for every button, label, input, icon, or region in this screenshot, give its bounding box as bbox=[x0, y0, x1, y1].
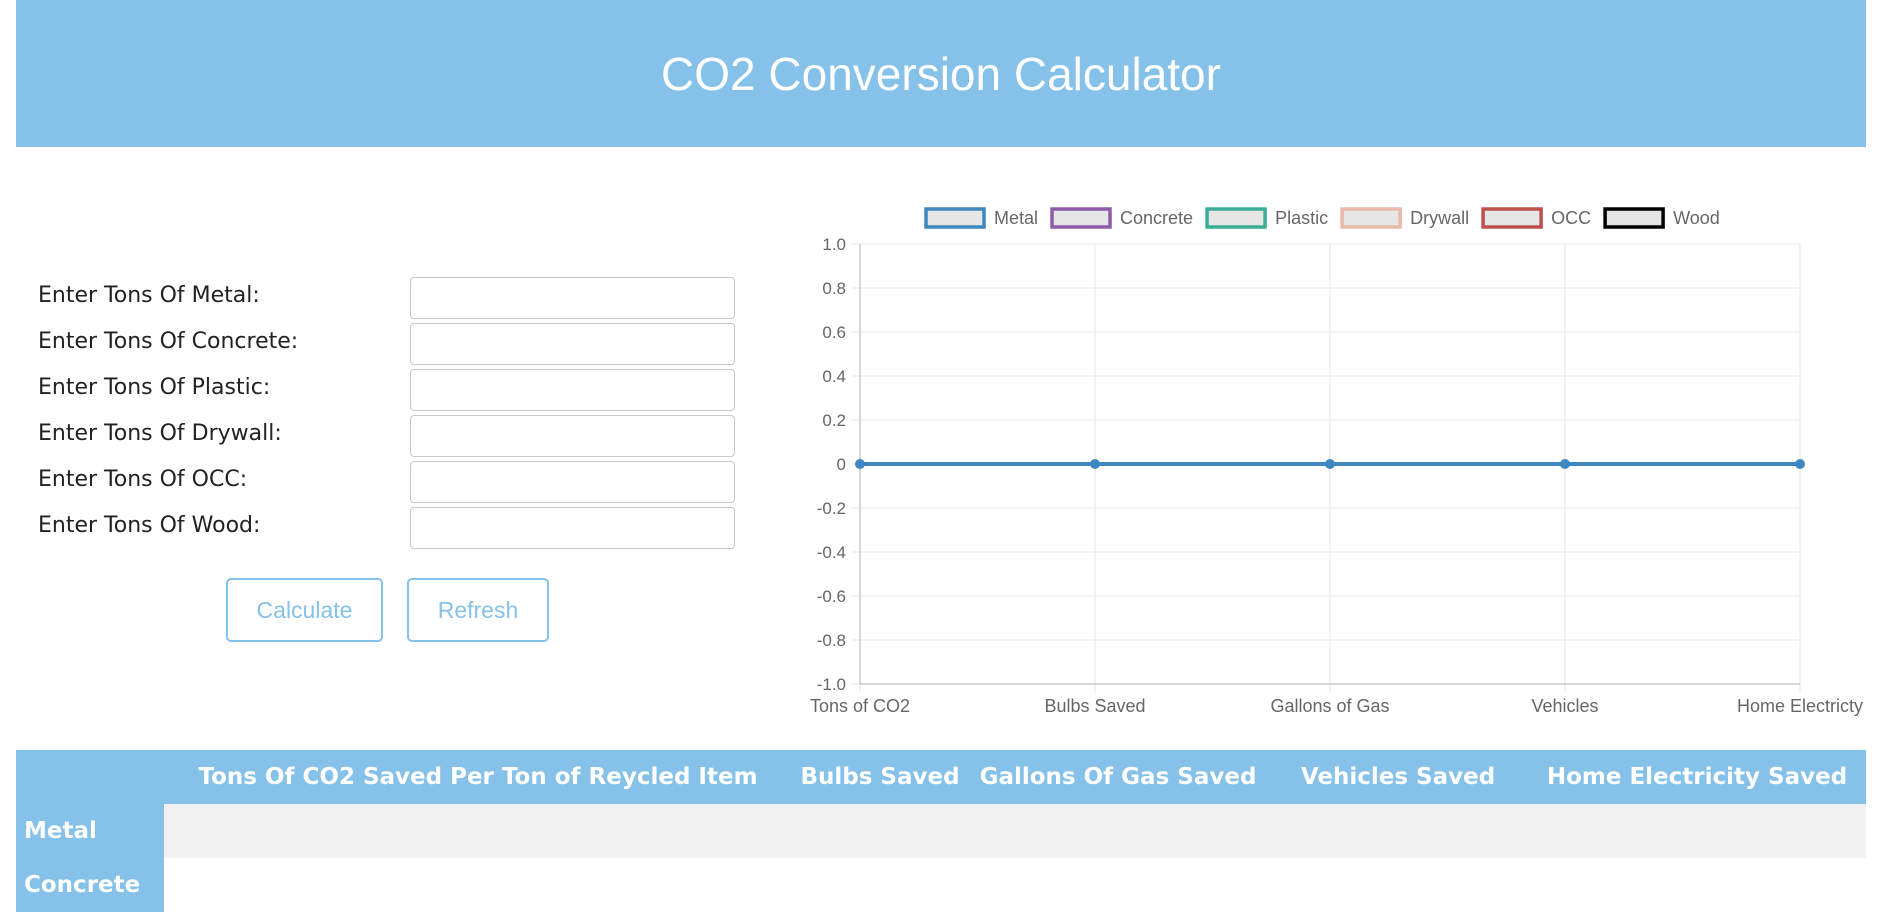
data-point-metal bbox=[1325, 459, 1335, 469]
table-row: Concrete bbox=[16, 858, 1866, 912]
occ-row: Enter Tons Of OCC: bbox=[38, 461, 738, 507]
row-label-metal: Metal bbox=[16, 804, 164, 858]
drywall-input[interactable] bbox=[410, 415, 735, 457]
legend-label-wood: Wood bbox=[1673, 208, 1720, 228]
plastic-label: Enter Tons Of Plastic: bbox=[38, 375, 271, 400]
wood-row: Enter Tons Of Wood: bbox=[38, 507, 738, 553]
legend-label-plastic: Plastic bbox=[1275, 208, 1328, 228]
x-tick-label: Gallons of Gas bbox=[1270, 696, 1389, 716]
table-header-corner bbox=[16, 750, 164, 804]
x-tick-label: Tons of CO2 bbox=[810, 696, 910, 716]
table-cell bbox=[1528, 804, 1866, 858]
table-cell bbox=[1268, 804, 1528, 858]
row-label-concrete: Concrete bbox=[16, 858, 164, 912]
plastic-row: Enter Tons Of Plastic: bbox=[38, 369, 738, 415]
table-cell bbox=[968, 804, 1268, 858]
table-cell bbox=[1528, 858, 1866, 912]
concrete-label: Enter Tons Of Concrete: bbox=[38, 329, 299, 354]
concrete-row: Enter Tons Of Concrete: bbox=[38, 323, 738, 369]
table-header-electricity: Home Electricity Saved bbox=[1528, 750, 1866, 804]
table-cell bbox=[792, 804, 968, 858]
legend-swatch-plastic bbox=[1205, 207, 1267, 229]
data-point-metal bbox=[1795, 459, 1805, 469]
results-table: Tons Of CO2 Saved Per Ton of Reycled Ite… bbox=[16, 750, 1866, 912]
legend-swatch-occ bbox=[1481, 207, 1543, 229]
legend-swatch-concrete bbox=[1050, 207, 1112, 229]
table-cell bbox=[968, 858, 1268, 912]
table-cell bbox=[164, 804, 792, 858]
drywall-row: Enter Tons Of Drywall: bbox=[38, 415, 738, 461]
table-cell bbox=[1268, 858, 1528, 912]
legend-label-concrete: Concrete bbox=[1120, 208, 1193, 228]
occ-label: Enter Tons Of OCC: bbox=[38, 467, 248, 492]
data-point-metal bbox=[1090, 459, 1100, 469]
data-point-metal bbox=[1560, 459, 1570, 469]
metal-label: Enter Tons Of Metal: bbox=[38, 283, 260, 308]
table-header-bulbs: Bulbs Saved bbox=[792, 750, 968, 804]
y-tick-label: 0.2 bbox=[822, 411, 846, 430]
plastic-input[interactable] bbox=[410, 369, 735, 411]
y-tick-label: 0 bbox=[837, 455, 846, 474]
table-row: Metal bbox=[16, 804, 1866, 858]
calculate-button[interactable]: Calculate bbox=[226, 578, 383, 642]
legend-label-occ: OCC bbox=[1551, 208, 1591, 228]
table-header-co2: Tons Of CO2 Saved Per Ton of Reycled Ite… bbox=[164, 750, 792, 804]
x-tick-label: Vehicles bbox=[1531, 696, 1598, 716]
table-header-vehicles: Vehicles Saved bbox=[1268, 750, 1528, 804]
metal-row: Enter Tons Of Metal: bbox=[38, 277, 738, 323]
y-tick-label: 0.8 bbox=[822, 279, 846, 298]
legend-label-metal: Metal bbox=[994, 208, 1038, 228]
table-cell bbox=[792, 858, 968, 912]
legend-label-drywall: Drywall bbox=[1410, 208, 1469, 228]
x-tick-label: Bulbs Saved bbox=[1044, 696, 1145, 716]
drywall-label: Enter Tons Of Drywall: bbox=[38, 421, 282, 446]
table-cell bbox=[164, 858, 792, 912]
y-tick-label: 0.6 bbox=[822, 323, 846, 342]
occ-input[interactable] bbox=[410, 461, 735, 503]
y-tick-label: -0.4 bbox=[817, 543, 846, 562]
y-tick-label: -0.8 bbox=[817, 631, 846, 650]
co2-line-chart: 1.0 0.8 0.6 0.4 0.2 0 -0.2 -0.4 -0.6 -0.8 -1.0 Tons… bbox=[810, 207, 1863, 716]
page-title: CO2 Conversion Calculator bbox=[661, 47, 1221, 100]
legend-swatch-drywall bbox=[1340, 207, 1402, 229]
x-tick-label: Home Electricty bbox=[1737, 696, 1863, 716]
y-tick-label: -0.6 bbox=[817, 587, 846, 606]
legend-swatch-metal bbox=[924, 207, 986, 229]
metal-input[interactable] bbox=[410, 277, 735, 319]
table-header-row: Tons Of CO2 Saved Per Ton of Reycled Ite… bbox=[16, 750, 1866, 804]
concrete-input[interactable] bbox=[410, 323, 735, 365]
table-header-gas: Gallons Of Gas Saved bbox=[968, 750, 1268, 804]
y-tick-label: 1.0 bbox=[822, 235, 846, 254]
data-point-metal bbox=[855, 459, 865, 469]
wood-label: Enter Tons Of Wood: bbox=[38, 513, 261, 538]
legend-swatch-wood bbox=[1603, 207, 1665, 229]
refresh-button[interactable]: Refresh bbox=[407, 578, 549, 642]
page-header: CO2 Conversion Calculator bbox=[16, 0, 1866, 147]
wood-input[interactable] bbox=[410, 507, 735, 549]
y-tick-label: -0.2 bbox=[817, 499, 846, 518]
y-tick-label: -1.0 bbox=[817, 675, 846, 694]
y-tick-label: 0.4 bbox=[822, 367, 846, 386]
